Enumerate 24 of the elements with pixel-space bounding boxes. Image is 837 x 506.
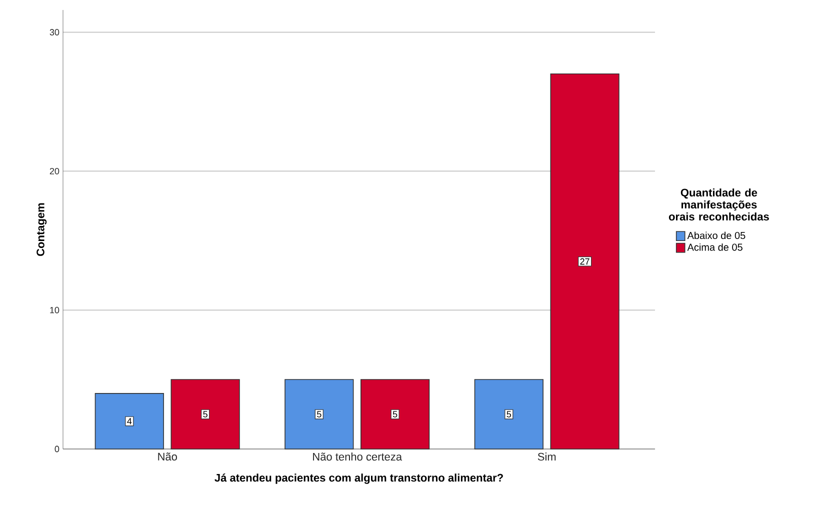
bar	[94, 393, 164, 450]
bar	[550, 74, 620, 450]
legend-label: Acima de 05	[687, 243, 742, 251]
data-label: 5	[203, 411, 208, 418]
bar	[170, 379, 240, 450]
data-label: 5	[317, 411, 322, 418]
bar	[474, 379, 544, 450]
bar	[360, 379, 430, 450]
x-axis-title: Já atendeu pacientes com algum transtorno alimentar?	[214, 473, 503, 484]
data-label: 4	[127, 418, 132, 424]
x-tick-label: Não tenho certeza	[313, 452, 402, 461]
data-label: 5	[392, 411, 398, 418]
x-tick-label: Sim	[538, 452, 556, 461]
legend-label: Abaixo de 05	[687, 232, 746, 240]
data-label: 27	[580, 258, 590, 265]
y-tick-label: 0	[54, 446, 60, 452]
y-tick-label: 30	[50, 29, 60, 36]
data-label: 5	[506, 411, 512, 418]
y-tick-label: 20	[50, 168, 60, 174]
y-axis-title: Contagem	[36, 203, 47, 256]
y-tick-label: 10	[50, 306, 60, 314]
x-tick-label: Não	[158, 452, 177, 461]
bar	[284, 379, 354, 450]
legend-title: Quantidade de manifestações orais reconhecidas	[668, 188, 769, 221]
